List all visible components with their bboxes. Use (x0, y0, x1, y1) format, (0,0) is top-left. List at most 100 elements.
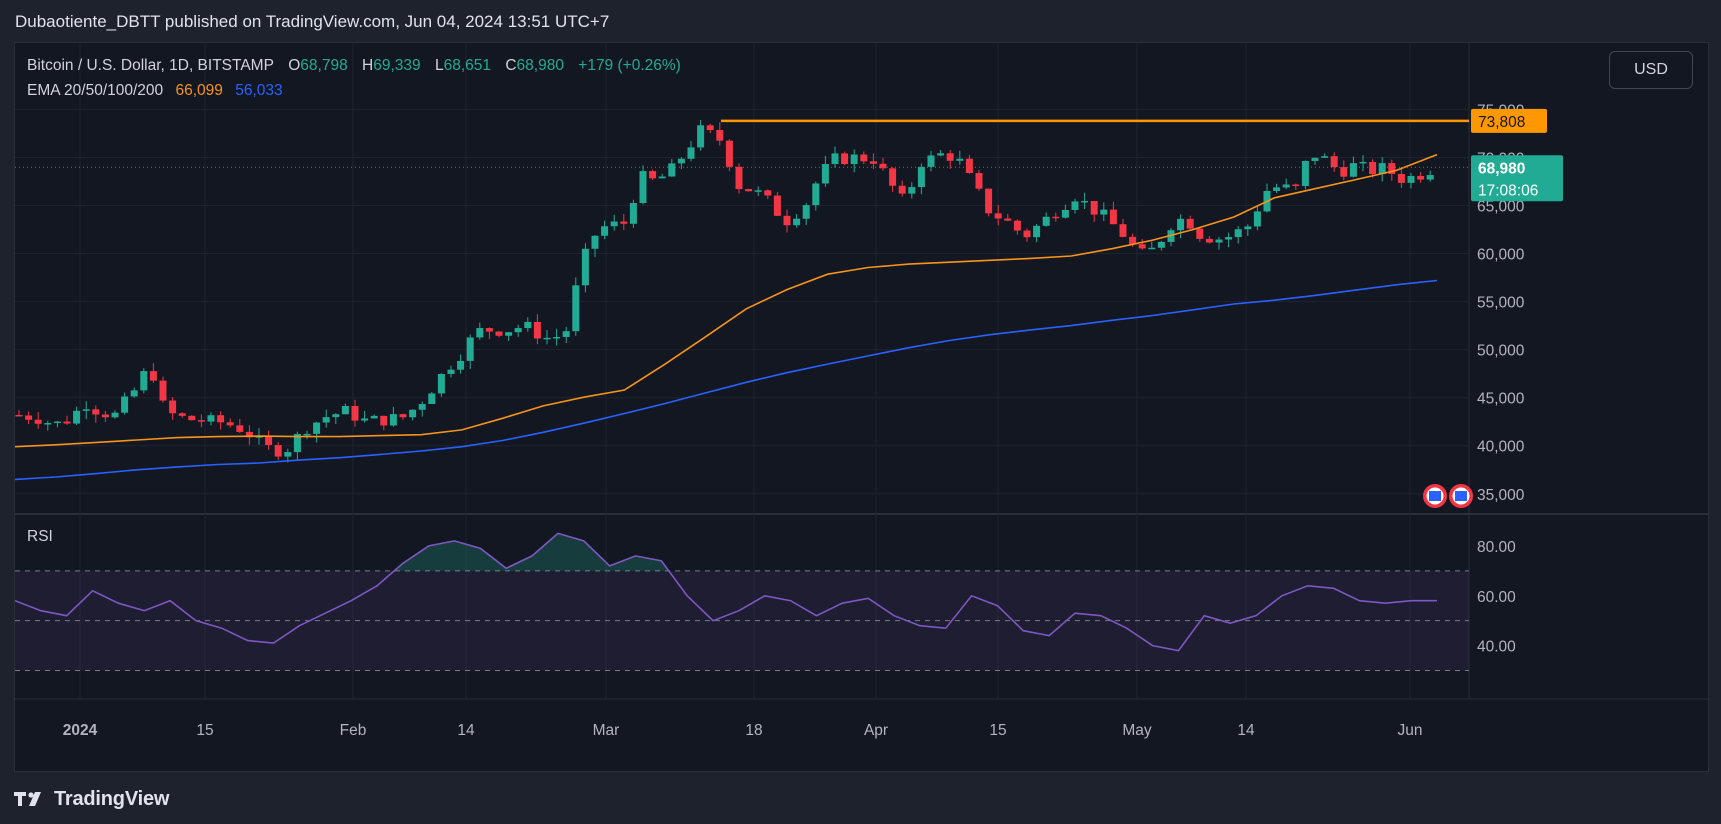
candle-body (725, 140, 733, 167)
candle-body (1349, 163, 1357, 177)
candle-body (428, 393, 436, 405)
chart-pane[interactable]: 75,00070,00065,00060,00055,00050,00045,0… (14, 42, 1709, 772)
candle-body (783, 215, 791, 226)
candle-body (1157, 241, 1165, 248)
candle-body (773, 195, 781, 216)
candle-body (514, 328, 522, 333)
ema-fast-line (15, 153, 1438, 448)
candle-body (1033, 225, 1041, 238)
candle-body (937, 153, 945, 156)
candle-body (1378, 163, 1386, 175)
candle-body (73, 410, 81, 424)
candle-body (265, 436, 273, 446)
time-tick-label: 14 (457, 722, 475, 739)
candle-body (207, 415, 215, 422)
time-tick-label: Jun (1398, 722, 1423, 739)
candle-body (1225, 237, 1233, 240)
price-tick-label: 60,000 (1477, 247, 1525, 264)
time-tick-label: 15 (196, 722, 213, 739)
candle-body (533, 321, 541, 339)
candle-body (629, 203, 637, 224)
high-label: H (362, 57, 374, 74)
candle-body (447, 369, 455, 374)
candle-body (553, 337, 561, 339)
price-tick-label: 55,000 (1477, 295, 1525, 312)
price-tick-label: 65,000 (1477, 199, 1525, 216)
candle-body (1042, 216, 1050, 226)
candle-body (601, 226, 609, 236)
currency-button[interactable]: USD (1609, 51, 1693, 89)
candle-body (850, 154, 858, 165)
candle-body (860, 154, 868, 162)
candle-body (399, 414, 407, 418)
price-tick-label: 35,000 (1477, 487, 1525, 504)
candle-body (1205, 238, 1213, 243)
time-tick-label: Apr (864, 722, 888, 739)
ema-label: EMA 20/50/100/200 (27, 82, 164, 99)
candle-body (898, 185, 906, 194)
close-value: 68,980 (516, 57, 564, 74)
candle-body (745, 189, 753, 192)
candle-body (322, 417, 330, 423)
candle-body (697, 125, 705, 148)
candle-body (735, 166, 743, 190)
candle-body (649, 171, 657, 179)
candle-body (380, 415, 388, 426)
tradingview-logo-icon (14, 792, 41, 806)
symbol-title: Bitcoin / U.S. Dollar, 1D, BITSTAMP (27, 57, 274, 74)
candle-body (956, 158, 964, 161)
candle-body (793, 218, 801, 226)
candle-body (197, 420, 205, 422)
candle-body (25, 415, 33, 420)
candle-body (15, 414, 23, 417)
time-tick-label: 14 (1237, 722, 1255, 739)
candle-body (1013, 220, 1021, 231)
candle-body (370, 415, 378, 419)
footer: TradingView (14, 784, 169, 814)
candle-body (946, 153, 954, 161)
high-value: 69,339 (373, 57, 421, 74)
price-tick-label: 45,000 (1477, 391, 1525, 408)
rsi-tick-label: 80.00 (1477, 539, 1516, 556)
candle-body (562, 331, 570, 338)
candle-body (169, 400, 177, 414)
resistance-price-tag (1471, 108, 1547, 133)
candle-body (130, 390, 138, 397)
candle-body (1311, 157, 1319, 161)
candle-body (716, 130, 724, 141)
candle-body (620, 221, 628, 224)
candle-body (668, 163, 676, 177)
candle-body (361, 418, 369, 421)
candle-body (1081, 200, 1089, 203)
candle-body (159, 380, 167, 401)
candle-body (1071, 201, 1079, 210)
candle-body (178, 413, 186, 416)
candle-body (437, 373, 445, 394)
candle-body (1119, 224, 1127, 237)
tradingview-brand: TradingView (54, 787, 170, 810)
candle-body (1109, 209, 1117, 225)
ema-fast-value: 66,099 (175, 82, 223, 99)
last-price-tag (1471, 155, 1563, 202)
candle-body (1330, 156, 1338, 168)
price-chart-canvas[interactable]: 75,00070,00065,00060,00055,00050,00045,0… (15, 43, 1708, 771)
candle-body (610, 221, 618, 227)
candle-body (313, 422, 321, 434)
candle-body (917, 166, 925, 188)
candle-body (1186, 218, 1194, 229)
candle-body (92, 409, 100, 415)
low-value: 68,651 (443, 57, 492, 74)
flag-stripes-icon (1429, 491, 1441, 501)
candle-body (831, 153, 839, 165)
candle-body (1407, 175, 1415, 183)
candle-body (1273, 187, 1281, 191)
candle-body (485, 328, 493, 332)
candle-body (1321, 156, 1329, 158)
countdown-label: 17:08:06 (1478, 182, 1538, 199)
candle-body (994, 213, 1002, 219)
candle-body (1359, 161, 1367, 164)
ema-slow-value: 56,033 (235, 82, 283, 99)
candle-body (1244, 226, 1252, 230)
rsi-overbought-fill (394, 533, 669, 571)
candle-body (754, 190, 762, 192)
